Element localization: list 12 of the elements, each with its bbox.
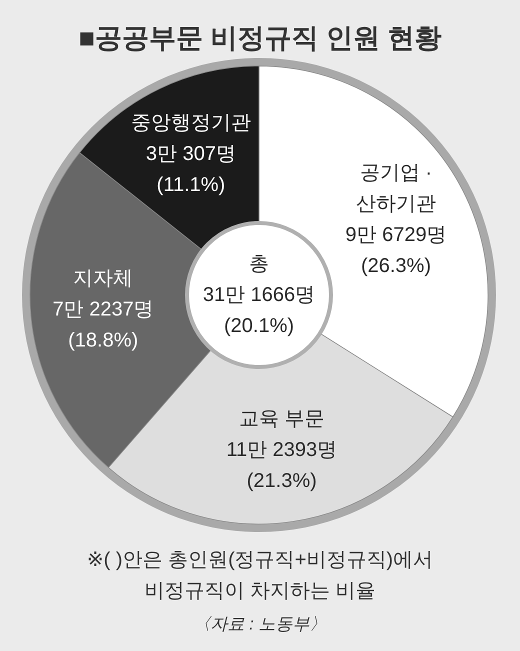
slice-label: 지자체 [73,267,134,290]
text: 〈자료 : 노동부〉 [193,614,327,634]
data-label: 3만 307명 (11.1%) [146,143,236,196]
data-label: 7만 2237명 (18.8%) [52,298,154,352]
data-label: 11만 2393명 (21.3%) [226,438,338,492]
text: ※( )안은 총인원(정규직+비정규직)에서 비정규직이 차지하는 비율 [86,549,434,602]
chart-title: ■공공부문 비정규직 인원 현황 [78,23,442,53]
slice-label: 공기업 · 산하기관 [356,162,436,215]
slice-label: 교육 부문 [238,408,325,430]
slice-label: 중앙행정기관 [130,112,251,134]
data-label: 9만 6729명 (26.3%) [345,224,447,277]
text: 총 31만 1666명 (20.1%) [202,253,316,337]
